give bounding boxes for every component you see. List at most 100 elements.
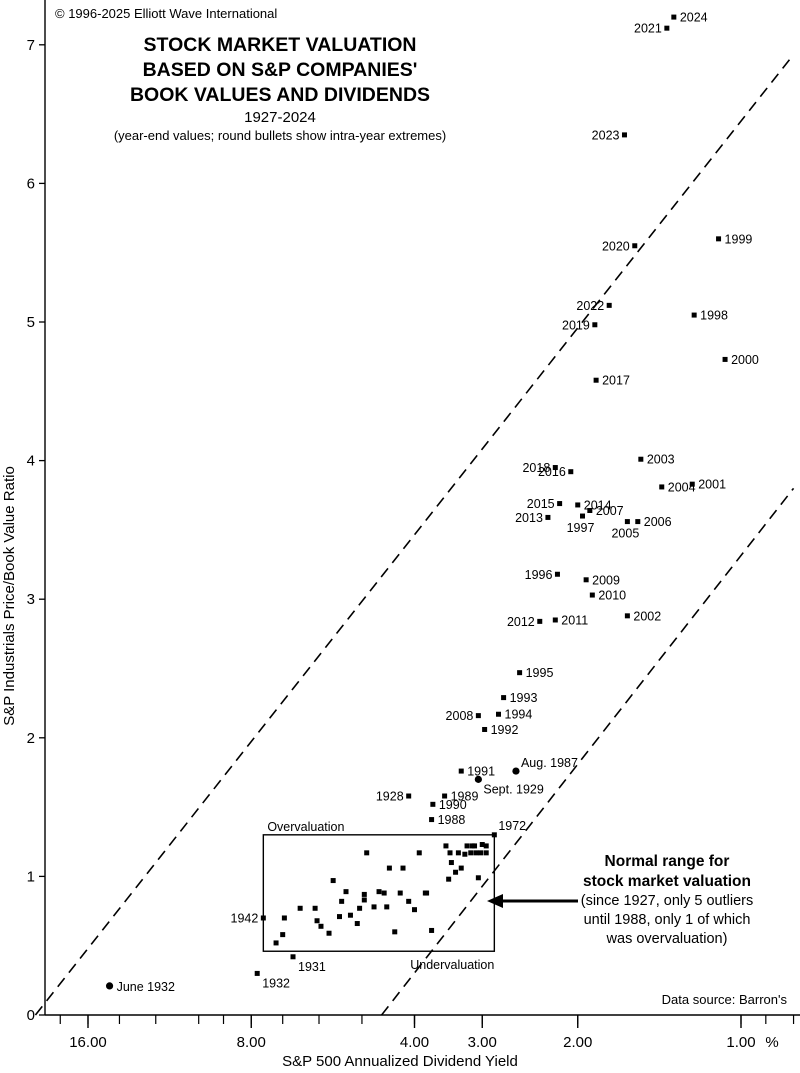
data-point-label: 2011 (561, 613, 588, 627)
data-point (381, 890, 387, 896)
data-point (412, 907, 417, 913)
data-point-label: 1991 (467, 765, 495, 779)
data-point (281, 915, 287, 921)
annotation-arrow-head (487, 894, 503, 908)
data-point (552, 465, 558, 471)
data-point (336, 914, 342, 920)
data-point-label: 2020 (602, 239, 630, 253)
data-point (606, 302, 612, 308)
data-point (354, 921, 360, 927)
y-axis-label: S&P Industrials Price/Book Value Ratio (1, 466, 18, 726)
data-point (326, 930, 332, 936)
data-point-label: 2024 (680, 11, 708, 25)
data-points: 2024 2021 2023 2020 1999 2022 2019 1998 2000 2017… (105, 11, 759, 994)
data-point (424, 890, 430, 896)
data-point-label: 2008 (446, 709, 474, 723)
title-line-1: STOCK MARKET VALUATION (144, 34, 417, 56)
annotation-body-line-2: until 1988, only 1 of which (584, 912, 751, 928)
data-point (254, 970, 260, 976)
data-point (621, 132, 627, 138)
data-point (429, 927, 435, 933)
data-point (446, 876, 452, 882)
data-point-label: 1942 (231, 911, 259, 925)
data-point (635, 519, 641, 525)
data-point-label: 2013 (515, 511, 543, 525)
data-point (671, 14, 677, 20)
chart-title: STOCK MARKET VALUATION BASED ON S&P COMP… (114, 34, 446, 143)
annotation-title-line-2: stock market valuation (583, 873, 751, 890)
undervaluation-label: Undervaluation (410, 958, 494, 972)
data-point (475, 713, 481, 719)
data-point (475, 875, 481, 881)
data-point-label: 2009 (592, 573, 620, 587)
data-point (442, 793, 448, 799)
data-point (589, 592, 595, 598)
data-point (482, 726, 488, 732)
y-axis-ticks: 0 1 2 3 4 5 6 7 (27, 37, 45, 1024)
data-point-label: 2010 (598, 589, 626, 603)
x-tick-label: 3.00 (468, 1034, 497, 1051)
data-point (554, 571, 560, 577)
data-point-label: 1999 (725, 232, 753, 246)
data-point (593, 377, 599, 383)
y-tick-label: 4 (27, 453, 35, 470)
data-point (290, 954, 296, 960)
data-point (364, 850, 370, 856)
data-point-label: 1989 (451, 790, 479, 804)
data-point (330, 878, 336, 884)
x-axis-unit: % (765, 1034, 778, 1051)
data-point (691, 312, 697, 318)
data-point-label: 2002 (633, 609, 661, 623)
data-point (545, 514, 551, 520)
y-tick-label: 0 (27, 1007, 35, 1024)
data-point (443, 843, 449, 849)
data-point (361, 897, 367, 903)
data-point-label: 1990 (439, 798, 467, 812)
annotation-body-line-1: (since 1927, only 5 outliers (581, 893, 754, 909)
data-point (583, 577, 589, 583)
data-point-label: 2016 (538, 465, 566, 479)
data-point (376, 889, 382, 895)
band-line-upper (34, 54, 795, 1016)
data-point (397, 890, 403, 896)
data-point-label: 2007 (596, 504, 624, 518)
data-point-label: 1995 (526, 666, 554, 680)
intra-year-extreme-label: Aug. 1987 (521, 756, 578, 770)
copyright-notice: © 1996-2025 Elliott Wave International (55, 6, 277, 21)
normal-range-rect (262, 834, 496, 952)
data-point (638, 456, 644, 462)
data-point (406, 898, 412, 904)
data-point (624, 519, 630, 525)
data-point (632, 243, 638, 249)
data-point-label: 1931 (298, 960, 326, 974)
annotation-title-line-1: Normal range for (605, 853, 730, 870)
data-point (496, 711, 502, 717)
chart-subtitle: 1927-2024 (244, 109, 316, 126)
data-point (537, 618, 543, 624)
data-point-label: 2005 (611, 527, 639, 541)
normal-range-annotation: Normal range for stock market valuation … (487, 853, 753, 947)
data-point (312, 905, 318, 911)
y-tick-label: 3 (27, 591, 35, 608)
plot-area: 0 1 2 3 4 5 6 7 16.00 8.00 4.00 3.00 2.00 1.00 Overv… (27, 0, 800, 1051)
data-point (453, 869, 459, 875)
annotation-body-line-3: was overvaluation) (606, 931, 728, 947)
title-line-2: BASED ON S&P COMPANIES' (143, 59, 418, 81)
chart-note: (year-end values; round bullets show int… (114, 128, 446, 143)
data-point-label: 2019 (562, 318, 590, 332)
band-lines (34, 54, 795, 1016)
data-point (392, 929, 398, 935)
data-point (458, 865, 464, 871)
x-tick-label: 2.00 (563, 1034, 592, 1051)
y-tick-label: 5 (27, 314, 35, 331)
data-point-label: 1997 (567, 521, 595, 535)
data-point (347, 912, 353, 918)
data-point (318, 923, 324, 929)
data-point (429, 817, 435, 823)
data-point (280, 932, 286, 938)
data-point-label: 1992 (491, 723, 519, 737)
data-point-label: 1994 (505, 708, 533, 722)
data-point (568, 469, 574, 475)
data-point (722, 356, 728, 362)
